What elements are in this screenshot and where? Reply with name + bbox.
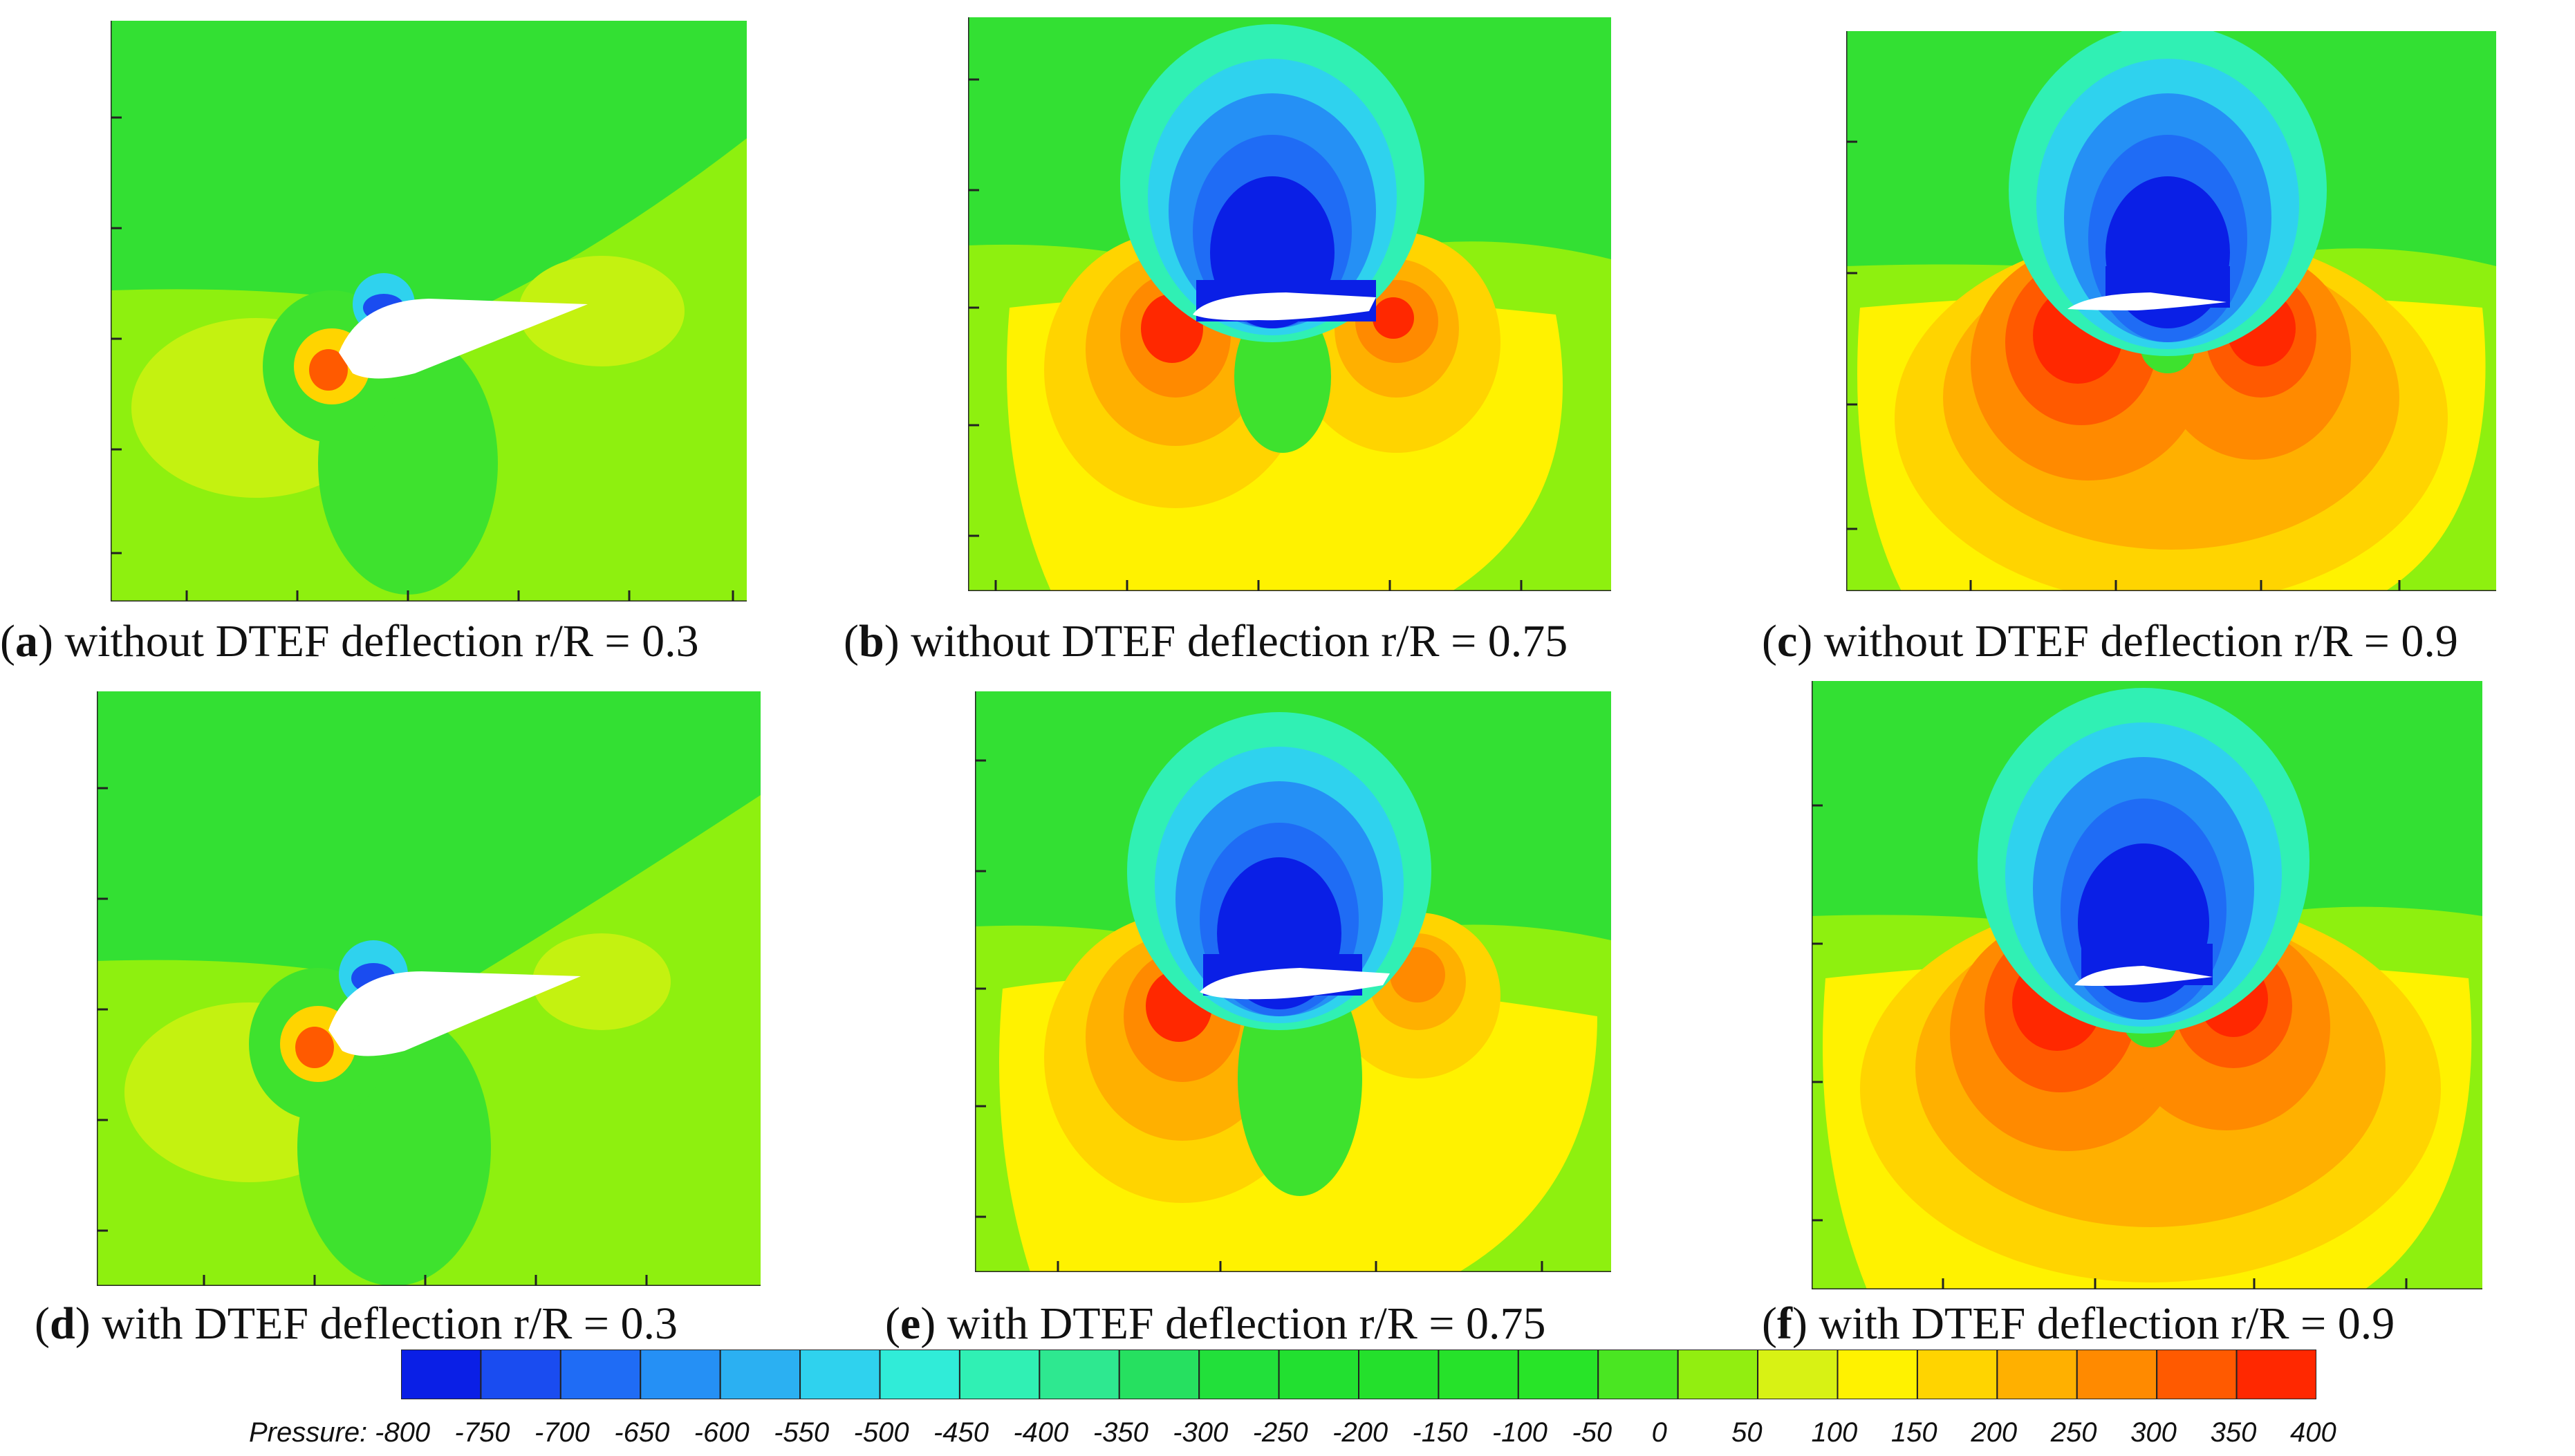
- colorbar-tick-label: -50: [1572, 1417, 1612, 1448]
- colorbar-tick-label: -450: [933, 1417, 989, 1448]
- colorbar-tick-label: 0: [1651, 1417, 1667, 1448]
- caption-letter: e: [900, 1298, 921, 1349]
- contour-plot-a: [111, 21, 747, 601]
- colorbar-tick-label: -100: [1491, 1417, 1547, 1448]
- caption-c: (c) without DTEF deflection r/R = 0.9: [1762, 616, 2458, 666]
- colorbar-tick-label: 150: [1890, 1417, 1937, 1448]
- caption-text: without DTEF deflection r/R = 0.9: [1823, 616, 2458, 666]
- colorbar-tick-label: -250: [1252, 1417, 1308, 1448]
- caption-f: (f) with DTEF deflection r/R = 0.9: [1762, 1298, 2395, 1349]
- colorbar-swatch: [1916, 1349, 1998, 1400]
- colorbar-swatch: [799, 1349, 881, 1400]
- colorbar-tick-label: -600: [694, 1417, 750, 1448]
- caption-letter: f: [1776, 1298, 1792, 1349]
- caption-text: without DTEF deflection r/R = 0.3: [64, 616, 699, 666]
- colorbar-swatch: [2076, 1349, 2158, 1400]
- contour-plot-d: [97, 691, 761, 1286]
- caption-text: without DTEF deflection r/R = 0.75: [911, 616, 1568, 666]
- caption-letter: d: [49, 1298, 75, 1349]
- colorbar-tick-label: -750: [454, 1417, 510, 1448]
- colorbar-tick-label: -150: [1412, 1417, 1468, 1448]
- caption-a: (a) without DTEF deflection r/R = 0.3: [0, 616, 699, 666]
- contour-plot-f: [1812, 681, 2482, 1289]
- colorbar: [400, 1349, 2318, 1403]
- colorbar-swatch: [1757, 1349, 1839, 1400]
- colorbar-swatch: [400, 1349, 482, 1400]
- colorbar-tick-label: 100: [1811, 1417, 1858, 1448]
- panel-c: [1846, 31, 2496, 591]
- colorbar-tick-label: -300: [1173, 1417, 1229, 1448]
- colorbar-tick-label: 50: [1731, 1417, 1763, 1448]
- colorbar-tick-label: -800: [375, 1417, 431, 1448]
- colorbar-tick-label: -500: [853, 1417, 909, 1448]
- colorbar-tick-label: -550: [774, 1417, 830, 1448]
- caption-e: (e) with DTEF deflection r/R = 0.75: [885, 1298, 1546, 1349]
- colorbar-tick-label: 350: [2210, 1417, 2257, 1448]
- colorbar-swatch: [480, 1349, 561, 1400]
- caption-letter: a: [15, 616, 38, 666]
- caption-text: with DTEF deflection r/R = 0.75: [947, 1298, 1546, 1349]
- caption-text: with DTEF deflection r/R = 0.3: [102, 1298, 678, 1349]
- panel-a: [111, 21, 747, 601]
- colorbar-tick-label: -200: [1332, 1417, 1388, 1448]
- colorbar-swatch: [1438, 1349, 1519, 1400]
- colorbar-swatch: [1278, 1349, 1359, 1400]
- colorbar-title: Pressure:: [249, 1417, 368, 1448]
- caption-letter: b: [858, 616, 884, 666]
- contour-plot-b: [968, 17, 1611, 591]
- panel-e: [975, 691, 1611, 1272]
- panel-d: [97, 691, 761, 1286]
- colorbar-swatch: [1597, 1349, 1679, 1400]
- colorbar-swatch: [1996, 1349, 2078, 1400]
- panel-b: [968, 17, 1611, 591]
- caption-text: with DTEF deflection r/R = 0.9: [1819, 1298, 2395, 1349]
- caption-b: (b) without DTEF deflection r/R = 0.75: [844, 616, 1568, 666]
- colorbar-swatch: [640, 1349, 721, 1400]
- colorbar-tick-label: 400: [2290, 1417, 2336, 1448]
- colorbar-swatch: [1198, 1349, 1280, 1400]
- colorbar-swatch: [559, 1349, 642, 1400]
- colorbar-swatch: [1358, 1349, 1440, 1400]
- colorbar-tick-label: -350: [1093, 1417, 1149, 1448]
- colorbar-swatch: [1118, 1349, 1200, 1400]
- colorbar-swatch: [719, 1349, 801, 1400]
- panel-f: [1812, 681, 2482, 1289]
- colorbar-tick-label: 300: [2130, 1417, 2177, 1448]
- colorbar-swatch: [879, 1349, 960, 1400]
- colorbar-tick-label: -650: [614, 1417, 670, 1448]
- caption-letter: c: [1776, 616, 1798, 666]
- colorbar-swatch: [1039, 1349, 1120, 1400]
- contour-plot-e: [975, 691, 1611, 1272]
- colorbar-swatch: [1517, 1349, 1599, 1400]
- caption-d: (d) with DTEF deflection r/R = 0.3: [35, 1298, 678, 1349]
- colorbar-swatch: [1837, 1349, 1918, 1400]
- colorbar-tick-label: 250: [2050, 1417, 2097, 1448]
- colorbar-swatch: [958, 1349, 1041, 1400]
- colorbar-tick-label: -400: [1013, 1417, 1069, 1448]
- colorbar-swatch: [2156, 1349, 2238, 1400]
- colorbar-tick-label: 200: [1971, 1417, 2018, 1448]
- colorbar-swatches: [400, 1349, 2318, 1400]
- colorbar-swatch: [2235, 1349, 2318, 1400]
- contour-plot-c: [1846, 31, 2496, 591]
- colorbar-swatch: [1677, 1349, 1759, 1400]
- colorbar-tick-label: -700: [534, 1417, 590, 1448]
